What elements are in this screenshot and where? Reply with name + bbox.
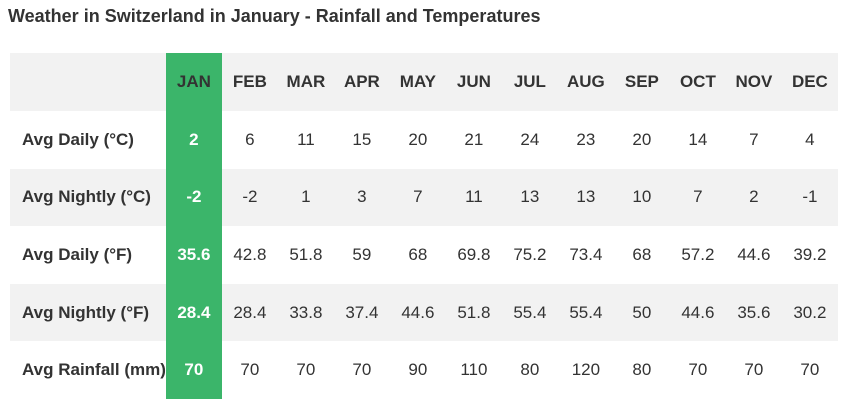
table-cell: 3: [357, 187, 367, 207]
table-cell: 50: [632, 302, 652, 322]
table-cell: 13: [576, 187, 596, 207]
table-cell: 10: [632, 187, 652, 207]
month-header-aug: AUG: [567, 72, 605, 91]
month-header-feb: FEB: [232, 72, 267, 91]
table-cell: -2: [165, 168, 222, 227]
table-cell: 120: [571, 360, 601, 380]
table-row: Avg Daily (°C) 2 6 11 15 20 21 24 23 20 …: [10, 111, 838, 169]
table-cell: 70: [800, 360, 820, 380]
table-row: Avg Rainfall (mm) 70 70 70 70 90 110 80 …: [10, 341, 838, 399]
table-cell: 110: [460, 360, 488, 380]
table-row: Avg Nightly (°F) 28.4 28.4 33.8 37.4 44.…: [10, 283, 838, 342]
table-cell: 23: [576, 129, 596, 149]
table-cell: 4: [805, 129, 815, 149]
table-row: Avg Daily (°F) 35.6 42.8 51.8 59 68 69.8…: [10, 226, 838, 284]
table-cell: 70: [165, 341, 222, 399]
table-cell: 13: [520, 187, 540, 207]
table-cell: 73.4: [569, 244, 603, 264]
table-cell: 21: [464, 129, 484, 149]
table-cell: 51.8: [289, 244, 323, 264]
table-cell: 51.8: [457, 302, 491, 322]
table-cell: 6: [245, 129, 255, 149]
table-cell: 20: [408, 129, 428, 149]
table-cell: 55.4: [513, 302, 547, 322]
table-cell: -1: [802, 187, 818, 207]
month-header-may: MAY: [399, 72, 436, 91]
table-cell: 90: [408, 360, 428, 380]
table-cell: 44.6: [737, 244, 771, 264]
month-header-oct: OCT: [679, 72, 716, 91]
table-cell: 28.4: [165, 283, 222, 342]
table-cell: 75.2: [513, 244, 547, 264]
table-cell: 70: [240, 360, 260, 380]
table-cell: 7: [413, 187, 423, 207]
table-cell: 35.6: [165, 226, 222, 284]
row-label: Avg Nightly (°C): [22, 187, 151, 207]
month-header-mar: MAR: [286, 72, 326, 91]
corner-cell: [10, 53, 166, 111]
row-label: Avg Daily (°C): [22, 129, 134, 149]
table-cell: 70: [688, 360, 708, 380]
table-cell: 42.8: [233, 244, 267, 264]
table-cell: 11: [297, 129, 315, 149]
table-cell: 1: [301, 187, 311, 207]
table-cell: 2: [165, 111, 222, 169]
table-cell: 70: [296, 360, 316, 380]
row-label: Avg Rainfall (mm): [22, 360, 166, 380]
table-cell: 70: [352, 360, 372, 380]
table-cell: 68: [408, 244, 428, 264]
header-row: JAN FEB MAR APR MAY JUN JUL AUG SEP OCT …: [10, 53, 838, 111]
month-header-nov: NOV: [735, 72, 773, 91]
table-cell: 14: [688, 129, 708, 149]
table-cell: 2: [749, 187, 759, 207]
table-cell: 15: [352, 129, 372, 149]
table-cell: 57.2: [681, 244, 715, 264]
table-cell: 44.6: [401, 302, 435, 322]
table-cell: 7: [693, 187, 703, 207]
table-cell: 35.6: [737, 302, 771, 322]
table-cell: 44.6: [681, 302, 715, 322]
month-header-jun: JUN: [456, 72, 491, 91]
table-cell: 30.2: [793, 302, 827, 322]
table-cell: 37.4: [345, 302, 379, 322]
row-label: Avg Daily (°F): [22, 244, 133, 264]
table-cell: 80: [520, 360, 540, 380]
month-header-jan: JAN: [165, 53, 222, 111]
table-cell: 28.4: [233, 302, 267, 322]
month-header-dec: DEC: [791, 72, 828, 91]
table-cell: 69.8: [457, 244, 491, 264]
table-cell: 59: [352, 244, 372, 264]
table-cell: 33.8: [289, 302, 323, 322]
table-cell: 11: [465, 187, 483, 207]
table-cell: 55.4: [569, 302, 603, 322]
row-label: Avg Nightly (°F): [22, 302, 150, 322]
table-cell: 7: [749, 129, 759, 149]
table-row: Avg Nightly (°C) -2 -2 1 3 7 11 13 13 10…: [10, 168, 838, 227]
month-header-apr: APR: [343, 72, 380, 91]
weather-table: JAN FEB MAR APR MAY JUN JUL AUG SEP OCT …: [10, 53, 838, 399]
table-cell: 80: [632, 360, 652, 380]
table-cell: 24: [520, 129, 540, 149]
page-title: Weather in Switzerland in January - Rain…: [8, 6, 541, 26]
table-cell: 68: [632, 244, 652, 264]
table-cell: 70: [744, 360, 764, 380]
table-cell: 39.2: [793, 244, 827, 264]
table-cell: 20: [632, 129, 652, 149]
table-cell: -2: [242, 187, 258, 207]
month-header-sep: SEP: [624, 72, 659, 91]
month-header-jul: JUL: [513, 72, 546, 91]
